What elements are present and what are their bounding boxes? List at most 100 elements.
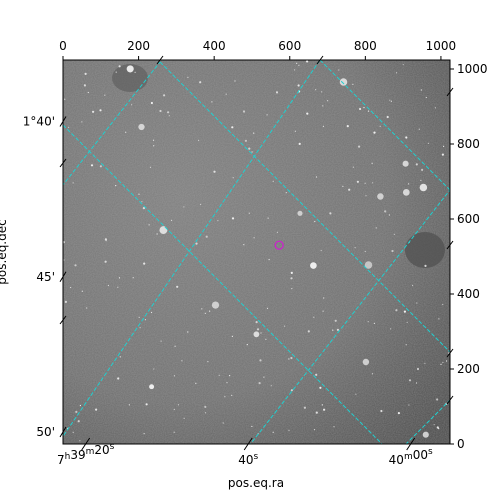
pixel-x-axis: 0 200 400 600 800 1000 — [59, 39, 456, 60]
star — [348, 188, 351, 191]
ra-tick-mark — [81, 437, 91, 451]
star — [72, 431, 74, 433]
star — [92, 110, 95, 113]
x-tick-label: 0 — [59, 39, 67, 53]
star — [372, 182, 374, 184]
star — [195, 242, 198, 245]
star — [445, 360, 448, 362]
star — [266, 114, 268, 116]
star — [315, 411, 318, 414]
star — [145, 403, 148, 406]
star — [138, 123, 145, 131]
edge-tick-mark — [446, 395, 454, 405]
x-tick-label: 200 — [127, 39, 150, 53]
star — [296, 62, 298, 64]
star — [117, 377, 120, 380]
star — [408, 183, 410, 185]
star — [173, 375, 176, 377]
star — [415, 163, 418, 166]
star — [291, 288, 293, 290]
star — [173, 431, 175, 433]
star — [362, 358, 370, 366]
x-tick-label: 1000 — [426, 39, 457, 53]
star — [390, 328, 392, 330]
star — [321, 91, 323, 93]
star — [380, 409, 383, 413]
star — [226, 382, 228, 384]
star — [412, 284, 414, 287]
ra-axis: 7h39m20s 40s 40m00s — [57, 437, 433, 467]
star — [315, 176, 318, 178]
star — [205, 235, 208, 238]
ra-tick-label: 40m00s — [389, 447, 433, 467]
pixel-y-axis: 0 200 400 600 800 1000 — [450, 62, 488, 451]
star — [149, 384, 155, 390]
star — [70, 286, 72, 289]
star — [229, 375, 231, 377]
star — [81, 121, 83, 123]
star — [285, 192, 287, 194]
star — [90, 164, 94, 167]
star — [104, 260, 107, 263]
star — [204, 312, 206, 314]
star — [355, 393, 357, 395]
star — [442, 361, 444, 364]
star — [183, 206, 185, 208]
star — [359, 107, 362, 111]
star — [104, 238, 107, 241]
star — [290, 389, 293, 392]
star — [248, 212, 250, 214]
star — [425, 96, 427, 99]
star — [379, 125, 381, 127]
star — [388, 214, 390, 216]
coordinate-grid — [63, 60, 450, 444]
star — [117, 286, 119, 288]
star — [118, 65, 121, 68]
star — [364, 250, 366, 253]
star — [115, 185, 117, 187]
star — [75, 410, 78, 413]
star — [242, 110, 246, 113]
star — [298, 142, 301, 145]
star — [424, 264, 427, 267]
star — [204, 405, 207, 408]
ra-tick-mark — [243, 437, 253, 451]
star — [288, 429, 290, 431]
star — [438, 318, 440, 320]
star — [148, 224, 150, 226]
star — [440, 363, 442, 365]
star — [150, 101, 153, 105]
star — [183, 417, 185, 419]
star — [231, 217, 235, 220]
star — [315, 373, 318, 376]
star — [198, 139, 200, 141]
star — [386, 115, 389, 119]
star — [283, 325, 286, 327]
star — [306, 60, 309, 63]
star — [377, 193, 384, 200]
star — [258, 382, 261, 385]
star — [77, 420, 80, 423]
star — [420, 179, 422, 181]
star — [334, 319, 337, 322]
edge-tick-mark — [446, 87, 454, 97]
star — [371, 373, 374, 375]
star — [251, 151, 253, 153]
y-tick-label: 400 — [457, 287, 480, 301]
star — [342, 185, 344, 187]
stars — [63, 60, 450, 442]
ra-tick-label: 7h39m20s — [57, 442, 115, 467]
star — [315, 89, 317, 91]
star — [187, 331, 189, 333]
grid-line — [249, 189, 450, 444]
star — [231, 335, 233, 337]
star — [270, 385, 272, 387]
dec-tick-mark — [59, 116, 67, 127]
star — [253, 132, 255, 134]
star — [397, 412, 400, 415]
star — [225, 93, 227, 95]
star — [68, 126, 70, 128]
target-marker — [274, 240, 284, 250]
star — [107, 284, 109, 287]
